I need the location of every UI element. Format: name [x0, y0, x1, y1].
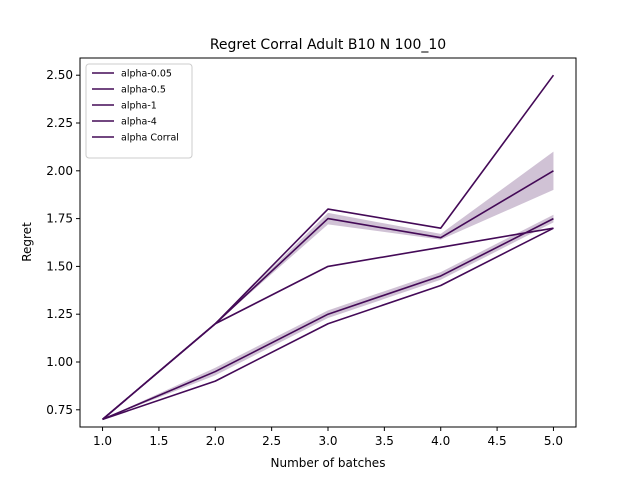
y-tick-label: 1.00: [46, 355, 73, 369]
band-series-2: [102, 214, 554, 420]
line-series-4: [102, 227, 554, 420]
y-tick-label: 0.75: [46, 403, 73, 417]
x-tick-label: 2.5: [262, 434, 281, 448]
x-axis: 1.0 1.5 2.0 2.5 3.0 3.5 4.0 4.5 5.0: [93, 427, 563, 448]
line-series-3: [102, 227, 554, 421]
x-axis-title: Number of batches: [271, 456, 386, 470]
y-tick-label: 1.25: [46, 307, 73, 321]
x-tick-label: 1.5: [149, 434, 168, 448]
x-tick-label: 4.0: [431, 434, 450, 448]
y-tick-label: 2.50: [46, 68, 73, 82]
x-tick-label: 2.0: [206, 434, 225, 448]
y-tick-label: 1.75: [46, 212, 73, 226]
y-axis-title: Regret: [20, 222, 34, 262]
legend-label: alpha-0.5: [121, 85, 166, 96]
x-tick-label: 5.0: [544, 434, 563, 448]
band-series-1: [102, 151, 554, 420]
legend-label: alpha Corral: [121, 133, 179, 144]
y-tick-label: 2.00: [46, 164, 73, 178]
legend: alpha-0.05 alpha-0.5 alpha-1 alpha-4 alpha C…: [85, 63, 193, 159]
series-lines: [102, 74, 555, 421]
y-tick-label: 2.25: [46, 116, 73, 130]
line-series-2: [102, 217, 554, 421]
legend-label: alpha-1: [121, 101, 157, 112]
legend-label: alpha-4: [121, 117, 157, 128]
chart-title: Regret Corral Adult B10 N 100_10: [210, 37, 446, 53]
y-tick-label: 1.50: [46, 259, 73, 273]
x-tick-label: 4.5: [488, 434, 507, 448]
x-tick-label: 3.0: [318, 434, 337, 448]
confidence-bands: [102, 151, 554, 420]
x-tick-label: 3.5: [375, 434, 394, 448]
y-axis: 0.75 1.00 1.25 1.50 1.75 2.00 2.25 2.50: [46, 68, 80, 417]
legend-box: [85, 63, 193, 159]
legend-label: alpha-0.05: [121, 69, 172, 80]
x-tick-label: 1.0: [93, 434, 112, 448]
